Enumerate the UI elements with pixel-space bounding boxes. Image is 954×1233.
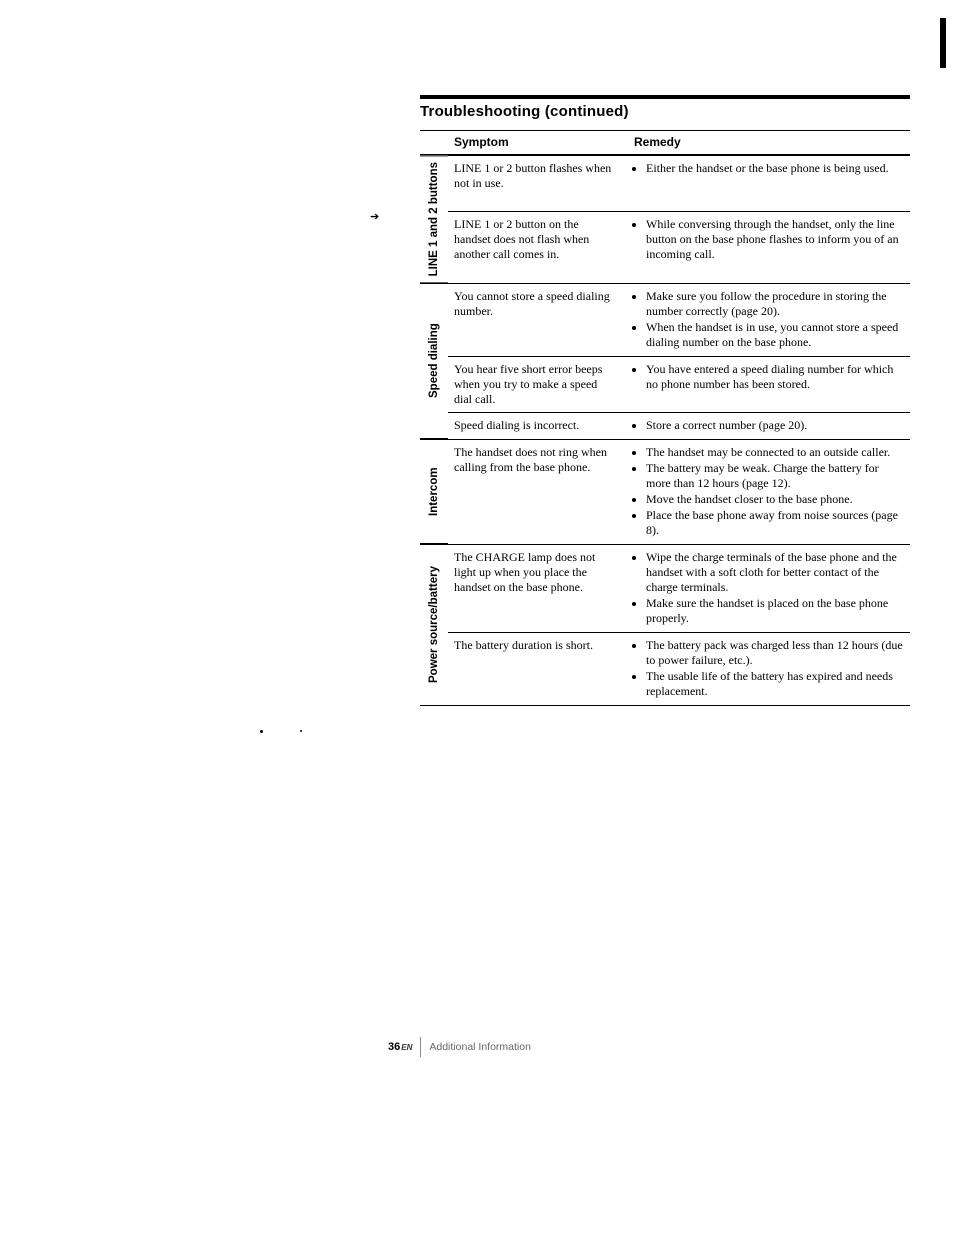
content-block: Troubleshooting (continued) Symptom Reme… — [420, 95, 910, 706]
remedy-item: The usable life of the battery has expir… — [646, 669, 906, 699]
remedy-item: When the handset is in use, you cannot s… — [646, 320, 906, 350]
symptom-cell: Speed dialing is incorrect. — [448, 412, 628, 439]
symptom-cell: LINE 1 or 2 button on the handset does n… — [448, 211, 628, 283]
symptom-cell: The handset does not ring when calling f… — [448, 439, 628, 544]
remedy-item: Either the handset or the base phone is … — [646, 161, 906, 176]
category-label: Power source/battery — [420, 544, 448, 706]
remedy-item: Make sure the handset is placed on the b… — [646, 596, 906, 626]
symptom-cell: You hear five short error beeps when you… — [448, 356, 628, 412]
category-label: Intercom — [420, 439, 448, 544]
remedy-cell: The handset may be connected to an outsi… — [628, 439, 910, 544]
scanner-artifact-arrow: ➔ — [370, 210, 379, 223]
remedy-cell: The battery pack was charged less than 1… — [628, 632, 910, 706]
remedy-cell: Make sure you follow the procedure in st… — [628, 283, 910, 356]
symptom-cell: LINE 1 or 2 button flashes when not in u… — [448, 155, 628, 211]
symptom-cell: You cannot store a speed dialing number. — [448, 283, 628, 356]
remedy-item: The battery pack was charged less than 1… — [646, 638, 906, 668]
page-edge-mark — [940, 18, 946, 68]
remedy-cell: You have entered a speed dialing number … — [628, 356, 910, 412]
table-header-category — [420, 130, 448, 155]
remedy-item: Move the handset closer to the base phon… — [646, 492, 906, 507]
remedy-item: You have entered a speed dialing number … — [646, 362, 906, 392]
symptom-cell: The battery duration is short. — [448, 632, 628, 706]
remedy-cell: Store a correct number (page 20). — [628, 412, 910, 439]
remedy-item: Wipe the charge terminals of the base ph… — [646, 550, 906, 595]
remedy-item: Place the base phone away from noise sou… — [646, 508, 906, 538]
remedy-item: The handset may be connected to an outsi… — [646, 445, 906, 460]
heavy-rule — [420, 95, 910, 99]
category-label: Speed dialing — [420, 283, 448, 439]
scanner-artifact-dot — [300, 730, 302, 732]
remedy-item: The battery may be weak. Charge the batt… — [646, 461, 906, 491]
footer-section: Additional Information — [429, 1041, 531, 1053]
page-title: Troubleshooting (continued) — [420, 103, 910, 120]
page-number: 36 — [388, 1041, 400, 1053]
remedy-cell: While conversing through the handset, on… — [628, 211, 910, 283]
scanner-artifact-dot — [260, 730, 263, 733]
symptom-cell: The CHARGE lamp does not light up when y… — [448, 544, 628, 632]
page-footer: 36EN Additional Information — [388, 1037, 531, 1057]
remedy-cell: Either the handset or the base phone is … — [628, 155, 910, 211]
remedy-item: Make sure you follow the procedure in st… — [646, 289, 906, 319]
remedy-item: While conversing through the handset, on… — [646, 217, 906, 262]
remedy-cell: Wipe the charge terminals of the base ph… — [628, 544, 910, 632]
table-header-remedy: Remedy — [628, 130, 910, 155]
troubleshooting-table: Symptom Remedy LINE 1 and 2 buttons LINE… — [420, 130, 910, 706]
remedy-item: Store a correct number (page 20). — [646, 418, 906, 433]
category-label: LINE 1 and 2 buttons — [420, 155, 448, 283]
page-number-suffix: EN — [401, 1043, 412, 1052]
footer-divider — [420, 1037, 421, 1057]
table-header-symptom: Symptom — [448, 130, 628, 155]
